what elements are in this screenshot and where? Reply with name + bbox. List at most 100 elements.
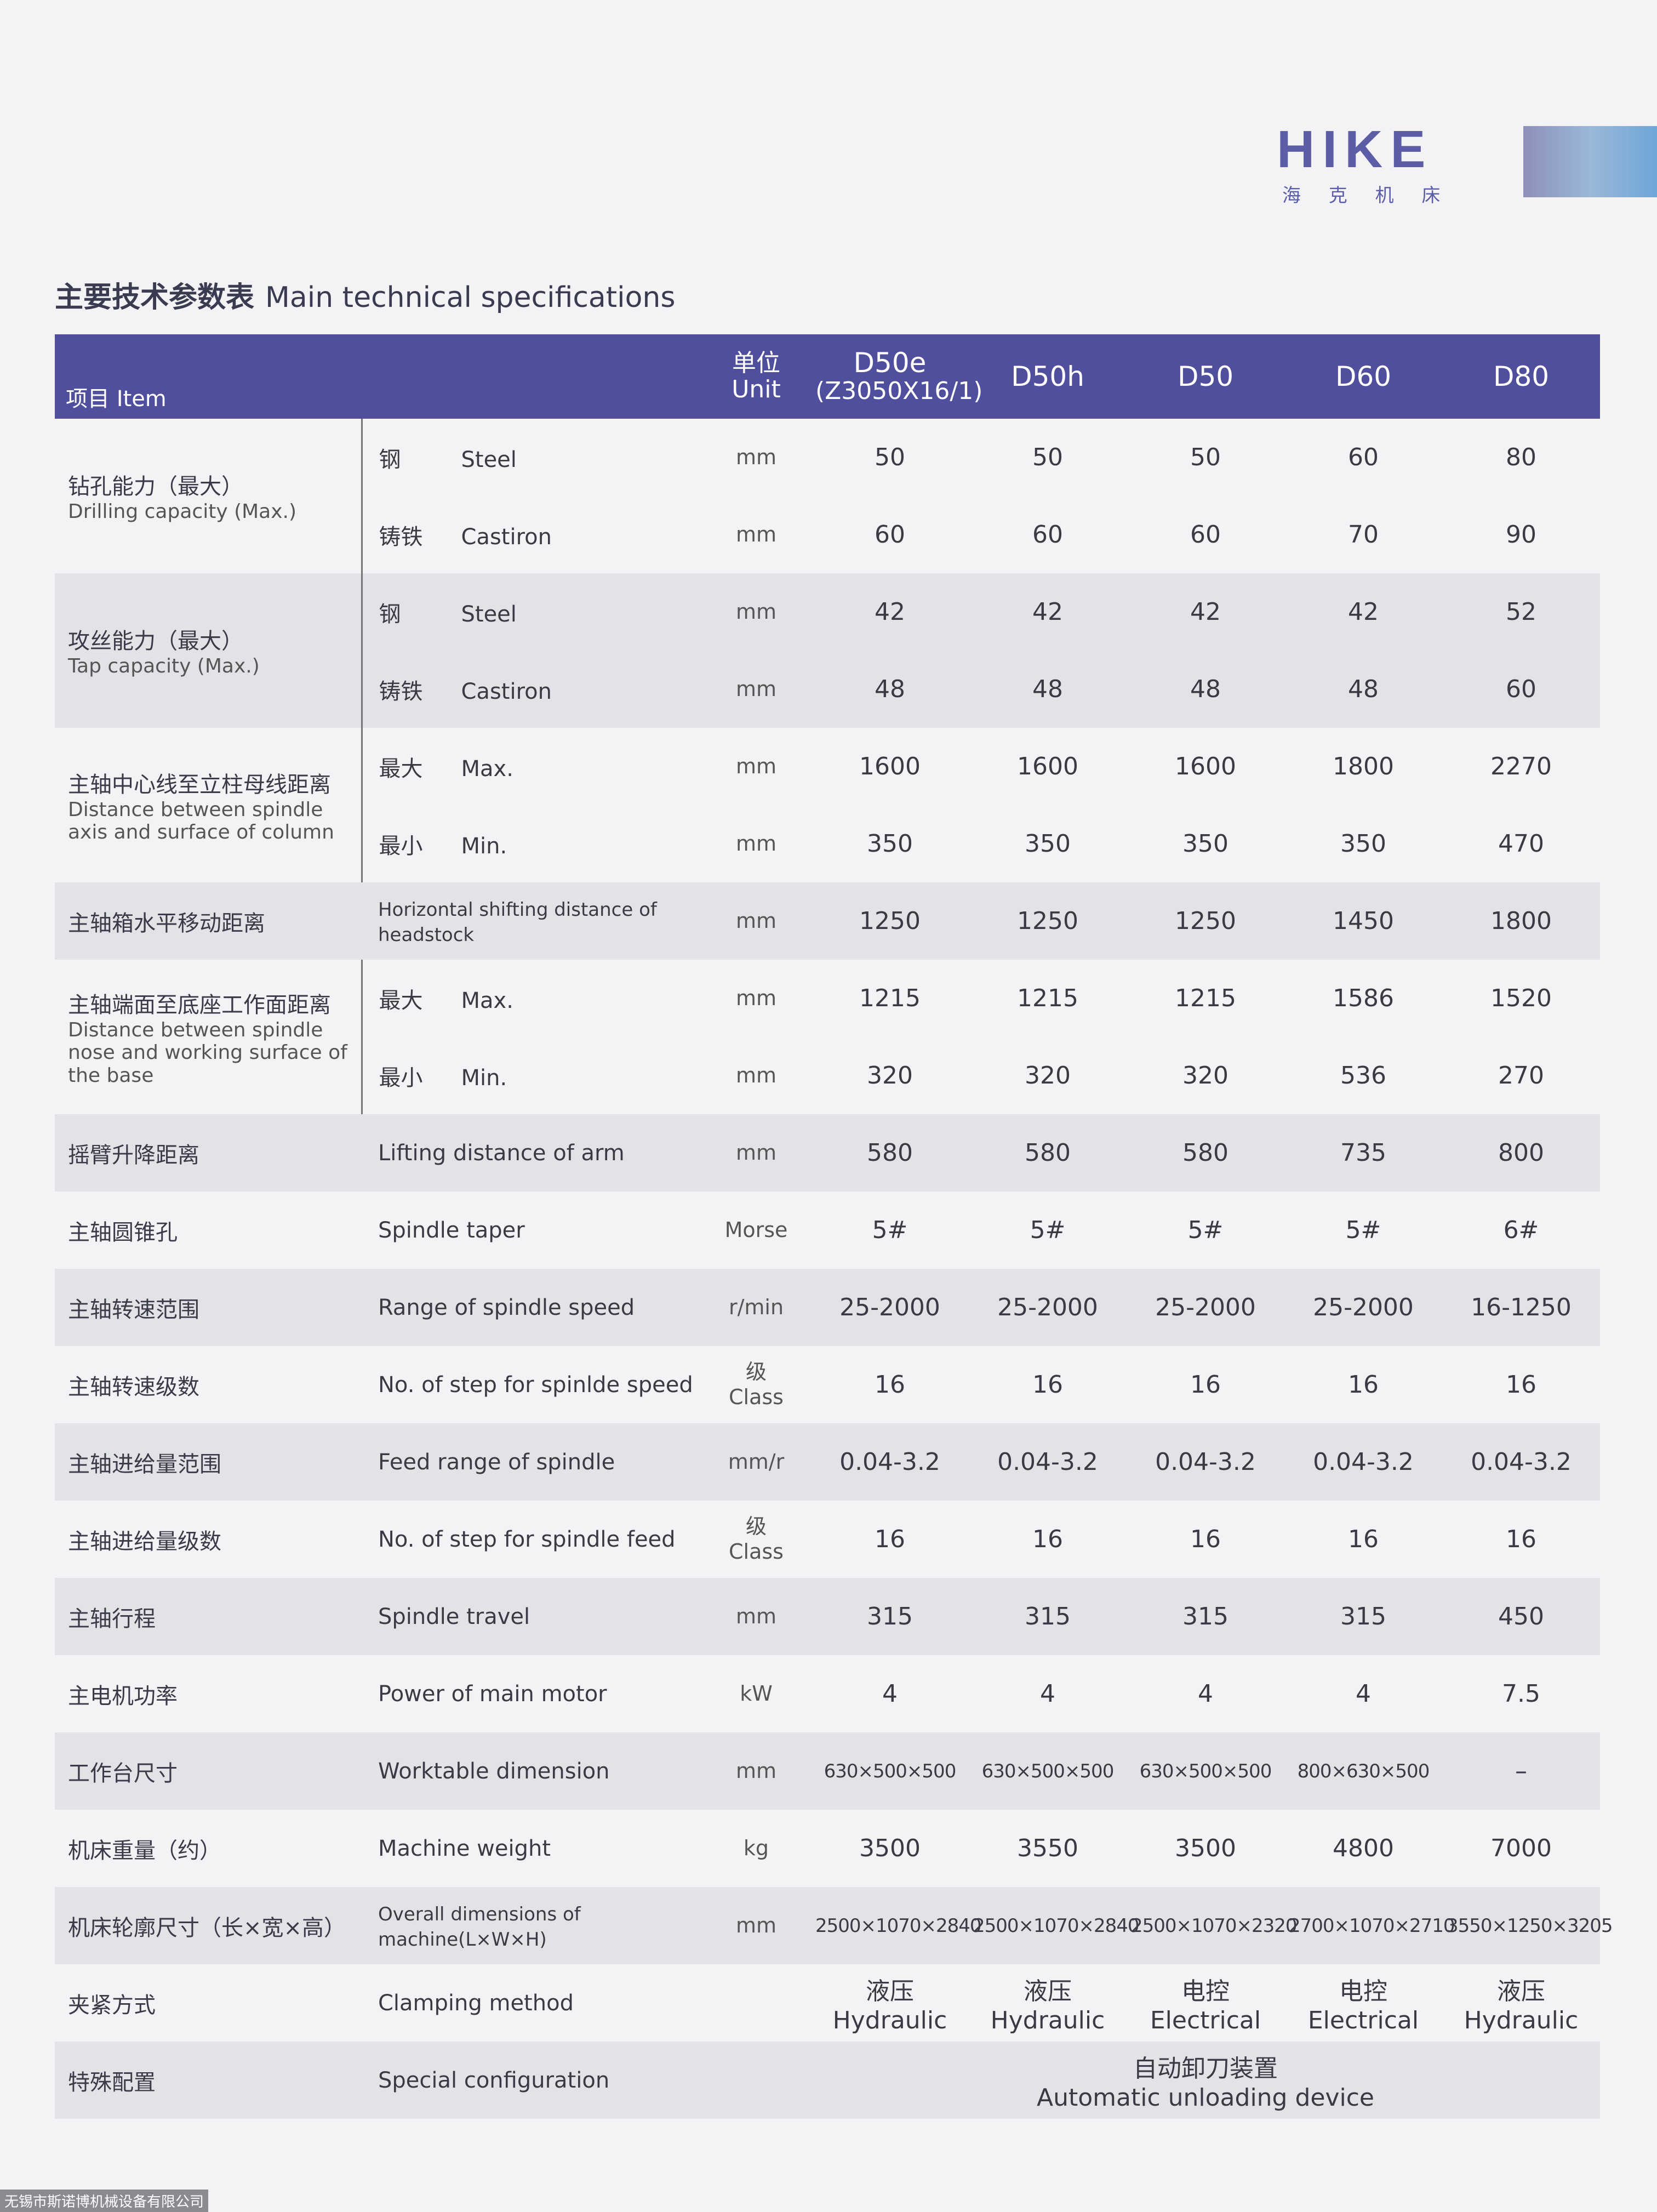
item-cell: 摇臂升降距离 [55,1114,362,1191]
item-cn: 主轴端面至底座工作面距离 [68,992,331,1018]
spec-row: 夹紧方式 Clamping method 液压 Hydraulic 液压 Hydrauli… [55,1964,1600,2042]
table-header: 项目 Item 单位 Unit D50e (Z3050X16/1) D50h D50 D6… [55,334,1600,419]
unit-cell: mm [701,805,811,882]
value-cell: 50 [1190,443,1221,471]
spec-row: 主电机功率 Power of main motor kW 4 4 4 4 7.5 [55,1655,1600,1732]
value-en: Automatic unloading device [1037,2084,1374,2112]
logo-brand: HIKE [1277,120,1433,179]
value-cell: 42 [1284,573,1442,651]
value-cell: 4800 [1333,1834,1394,1862]
value-cell: 1600 [1017,752,1078,780]
value-cell: 800×630×500 [1284,1732,1442,1810]
unit-cell: mm [701,1732,811,1810]
sub-item-en: Max. [461,988,513,1013]
table-body: 钻孔能力（最大） Drilling capacity (Max.) 钢 Steel mm… [55,419,1613,2119]
sub-item-cell: 钢 Steel [362,573,701,651]
value-cell: 25-2000 [1284,1269,1442,1346]
sub-item-cell: Feed range of spindle [362,1423,701,1501]
sub-item-cn: 钢 [379,601,401,627]
model-name: D50e [853,347,927,379]
sub-item-en: Clamping method [378,1990,574,2016]
value-cell: 350 [1182,830,1229,858]
header-model: D80 [1442,334,1600,419]
value-cell: 3550 [1017,1834,1078,1862]
sub-item-en: No. of step for spindle feed [378,1526,676,1552]
title-en: Main technical specifications [265,281,676,314]
value-cell: 2270 [1490,752,1552,780]
unit: mm [735,908,777,933]
sub-item-en: No. of step for spinlde speed [378,1372,693,1398]
item-cn: 夹紧方式 [68,1992,156,2018]
value-cell: 320 [1025,1062,1071,1090]
value-cell: 16 [1506,1525,1536,1553]
item-cell: 工作台尺寸 [55,1732,362,1810]
value-cell: 48 [1127,651,1284,728]
value-cell: 16 [1032,1525,1063,1553]
value-cell: 16 [1190,1371,1221,1399]
value-cell: 7000 [1490,1834,1552,1862]
value-cell: 0.04-3.2 [969,1423,1127,1501]
value-cell: 2700×1070×2710 [1284,1887,1455,1964]
unit-cell: mm [701,882,811,960]
sub-item-cell: No. of step for spinlde speed [362,1346,701,1423]
value-cell: 1800 [1442,882,1600,960]
unit: r/min [728,1295,784,1319]
value-cell: 315 [811,1578,969,1655]
value-cell: 4 [1356,1680,1371,1708]
sub-item-cell: Lifting distance of arm [362,1114,701,1191]
value-cell: 4 [1040,1680,1055,1708]
model-name: D50 [1177,360,1234,392]
unit-cell: r/min [701,1269,811,1346]
item-cn: 主轴箱水平移动距离 [68,910,265,936]
sub-item-en: Castiron [461,524,552,550]
unit-cell: 级 Class [701,1501,811,1578]
spec-row: 钻孔能力（最大） Drilling capacity (Max.) 钢 Steel mm… [55,419,1600,573]
header-unit: 单位 Unit [701,334,811,419]
value-cell: 320 [1182,1062,1229,1090]
item-en: Distance between spindle nose and workin… [68,1018,347,1087]
value-cell: 1250 [1127,882,1284,960]
unit: kW [740,1681,773,1706]
unit-cell: mm [701,1887,811,1964]
item-cn: 主轴进给量范围 [68,1451,221,1477]
value-cell: 0.04-3.2 [1127,1423,1284,1501]
value-cell: 1250 [811,882,969,960]
sub-item-cell: Spindle travel [362,1578,701,1655]
header-item: 项目 Item [55,334,701,419]
item-cell: 主轴进给量级数 [55,1501,362,1578]
sub-item-cell: Worktable dimension [362,1732,701,1810]
item-en: Distance between spindle axis and surfac… [68,798,334,843]
value-cell: 90 [1506,521,1536,549]
value-cell: 60 [1190,521,1221,549]
item-cn: 攻丝能力（最大） [68,629,243,654]
sub-item-en: Power of main motor [378,1681,607,1707]
logo-graphic [1523,126,1657,197]
sub-item-cn: 最大 [379,988,423,1013]
spec-row: 最小 Min. mm 320 320 320 536 270 [55,1037,1600,1114]
sub-item-cn: 钢 [379,447,401,472]
unit-cell: mm [701,419,811,496]
sub-item-cell: Clamping method [362,1964,701,2042]
sub-item-en: Worktable dimension [378,1758,610,1784]
title-cn: 主要技术参数表 [55,281,255,314]
value-cell: 16 [1190,1525,1221,1553]
unit-cell: mm [701,1114,811,1191]
value-cell: 630×500×500 [1127,1732,1284,1810]
sub-item-cell: 最大 Max. [362,960,701,1037]
value-cell: 液压 Hydraulic [1442,1964,1600,2042]
unit-en: Class [729,1539,784,1564]
sub-item-en: Steel [461,447,517,472]
unit-cell: mm [701,496,811,573]
item-cell: 主电机功率 [55,1655,362,1732]
sub-item-cell: 最小 Min. [362,1037,701,1114]
model-note: (Z3050X16/1) [815,377,983,406]
value-en: Hydraulic [990,2006,1105,2034]
unit-cell: mm [701,728,811,805]
item-cn: 机床重量（约） [68,1838,221,1863]
sub-item-en: Machine weight [378,1835,551,1861]
value-cell: 1600 [859,752,921,780]
sub-item-en: Overall dimensions of machine(L×W×H) [378,1903,581,1951]
value-cell: 2500×1070×2840 [969,1887,1140,1964]
sub-item-en: Steel [461,601,517,627]
value-cell: 16 [1348,1371,1379,1399]
